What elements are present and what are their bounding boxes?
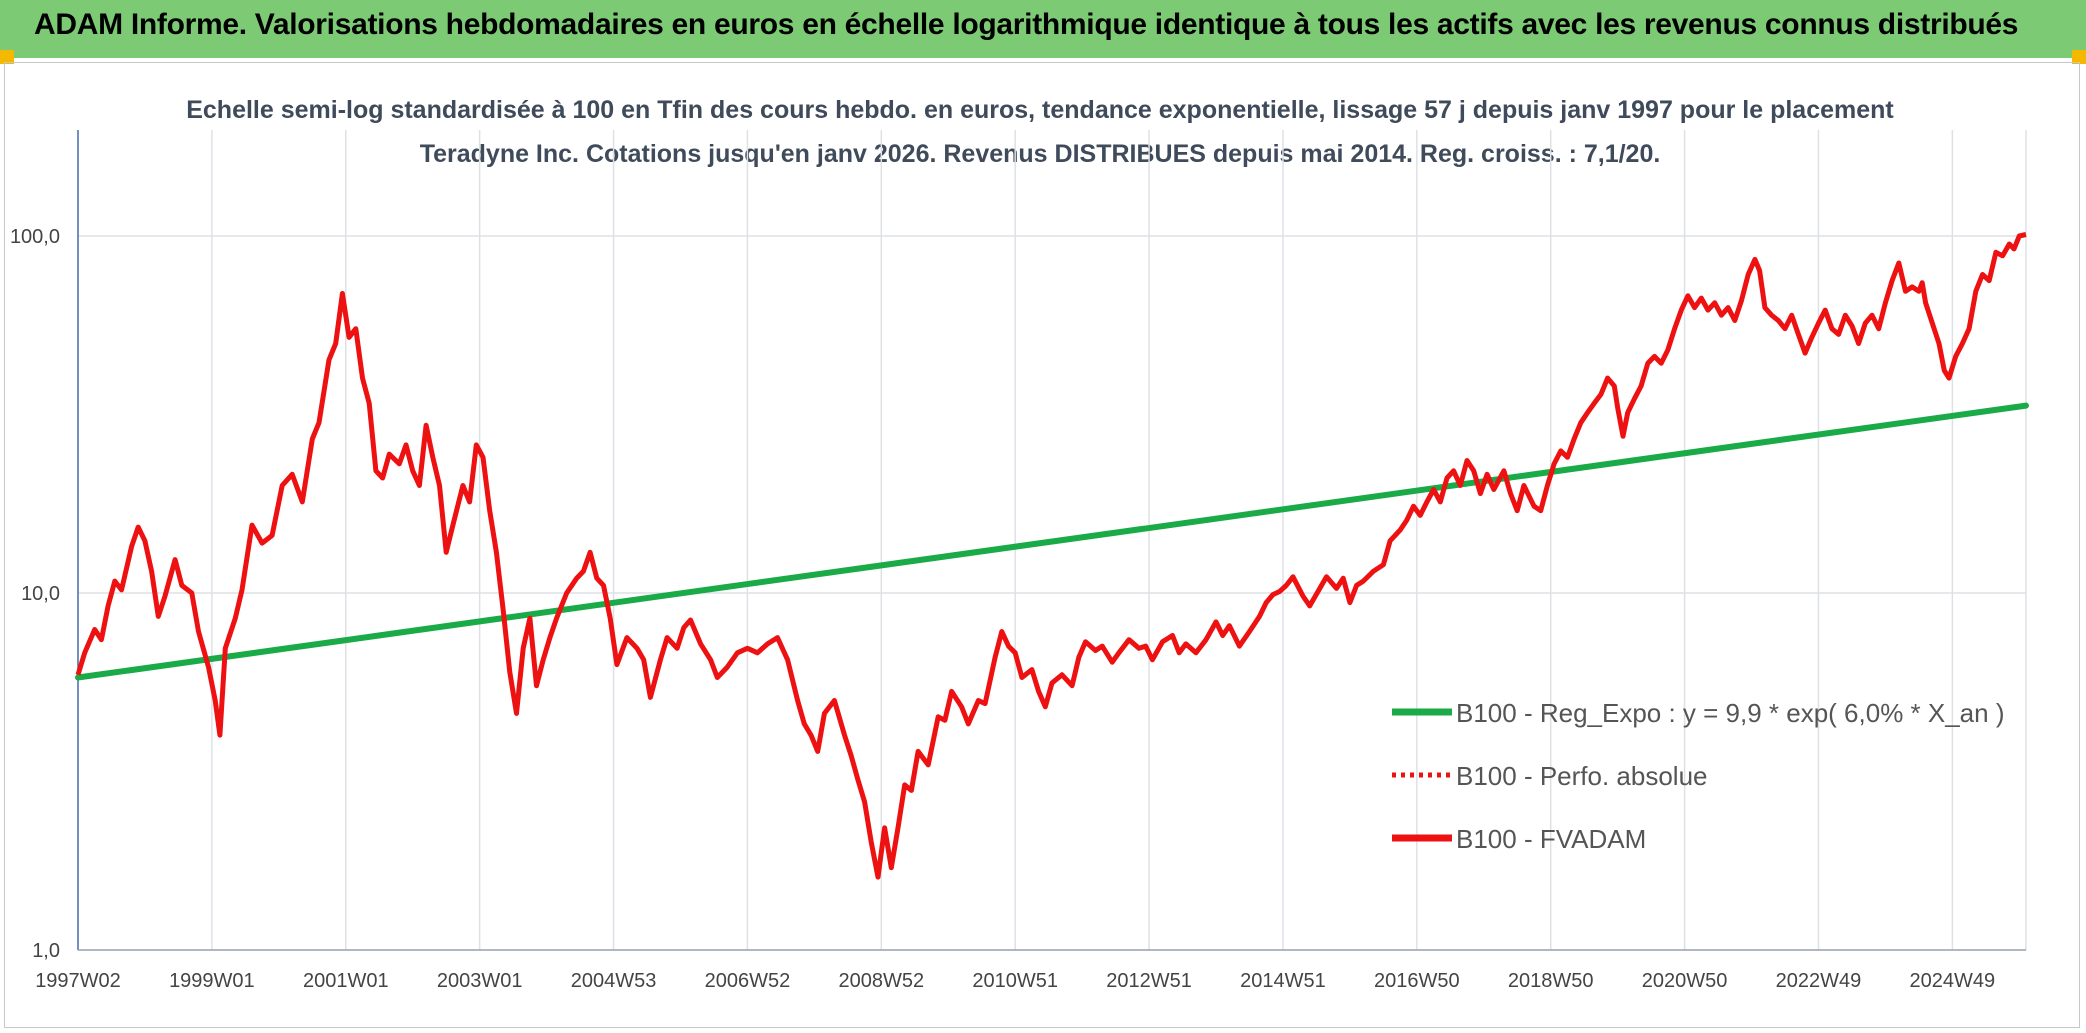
chart-subtitle: Echelle semi-log standardisée à 100 en T… [186, 96, 1894, 168]
x-tick-label: 2008W52 [838, 970, 924, 992]
x-tick-label: 1999W01 [169, 970, 255, 992]
x-tick-label: 2006W52 [705, 970, 791, 992]
y-tick-label: 1,0 [32, 940, 60, 962]
x-tick-label: 2004W53 [571, 970, 657, 992]
x-tick-label: 2020W50 [1642, 970, 1728, 992]
legend-label: B100 - FVADAM [1456, 824, 1646, 854]
x-tick-label: 2010W51 [972, 970, 1058, 992]
y-tick-label: 10,0 [21, 583, 60, 605]
y-tick-label: 100,0 [10, 226, 60, 248]
legend-label: B100 - Perfo. absolue [1456, 761, 1708, 791]
x-tick-label: 2016W50 [1374, 970, 1460, 992]
report-title: ADAM Informe. Valorisations hebdomadaire… [34, 8, 2019, 41]
series-lines [75, 232, 2029, 880]
x-tick-label: 2003W01 [437, 970, 523, 992]
x-tick-label: 2001W01 [303, 970, 389, 992]
axes: 1997W02 1999W01 2001W01 2003W01 2004W53 2006W… [10, 130, 2026, 992]
legend: B100 - Reg_Expo : y = 9,9 * exp( 6,0% * … [1392, 698, 2005, 854]
x-tick-label: 2012W51 [1106, 970, 1192, 992]
corner-accent-left [0, 50, 14, 64]
x-tick-label: 2018W50 [1508, 970, 1594, 992]
x-tick-label: 2022W49 [1776, 970, 1862, 992]
series-line-trend [75, 402, 2029, 681]
legend-label: B100 - Reg_Expo : y = 9,9 * exp( 6,0% * … [1456, 698, 2005, 728]
title-banner: ADAM Informe. Valorisations hebdomadaire… [0, 0, 2086, 58]
plot-area-border [4, 62, 2080, 1028]
corner-accent-right [2072, 50, 2086, 64]
series-line-fvadam [75, 232, 2027, 880]
x-tick-label: 2014W51 [1240, 970, 1326, 992]
x-tick-label: 2024W49 [1910, 970, 1996, 992]
x-tick-label: 1997W02 [35, 970, 121, 992]
